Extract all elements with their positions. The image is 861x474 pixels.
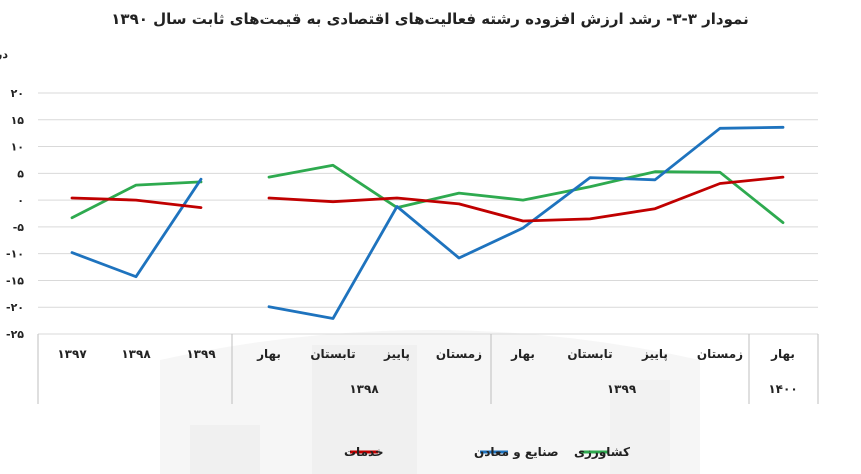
y-tick-label: ۰	[17, 194, 24, 207]
group-label: ۱۳۹۸	[349, 382, 379, 396]
series-line	[70, 196, 203, 210]
watermark-logo	[160, 330, 700, 474]
y-tick-labels: ۲۰ ۱۵ ۱۰ ۵ ۰ -۵ -۱۰ -۱۵ -۲۰ -۲۵	[6, 87, 24, 341]
x-tick-label: ۱۳۹۹	[186, 347, 216, 361]
x-tick-label: بهار	[770, 347, 795, 361]
x-tick-label: ۱۳۹۸	[121, 347, 151, 361]
x-tick-label: بهار	[510, 347, 535, 361]
x-tick-label: بهار	[256, 347, 281, 361]
series-lines	[70, 125, 785, 320]
y-tick-label: ۱۵	[11, 114, 25, 127]
series-line	[267, 125, 785, 320]
y-tick-label: ۱۰	[11, 141, 24, 154]
x-tick-label: تابستان	[310, 347, 355, 361]
group-label: ۱۴۰۰	[768, 382, 797, 396]
category-table	[37, 334, 819, 404]
legend-label: خدمات	[344, 445, 384, 459]
x-tick-label: زمستان	[697, 347, 743, 361]
y-tick-label: -۵	[13, 221, 25, 234]
legend-label: صنایع و معادن	[474, 445, 559, 460]
x-tick-label: تابستان	[567, 347, 612, 361]
y-axis-label: درصد	[0, 48, 8, 61]
series-line	[267, 163, 785, 225]
x-tick-label: ۱۳۹۷	[57, 347, 87, 361]
series-line	[70, 177, 203, 279]
gridlines	[38, 92, 818, 335]
y-tick-label: -۱۵	[6, 274, 24, 287]
legend: کشاورزی صنایع و معادن خدمات	[344, 445, 630, 460]
x-tick-label: زمستان	[436, 347, 482, 361]
y-tick-label: ۲۰	[11, 87, 24, 100]
group-label: ۱۳۹۹	[607, 382, 637, 396]
series-line	[267, 175, 785, 223]
y-tick-label: -۱۰	[6, 248, 24, 261]
series-line	[70, 180, 203, 220]
y-tick-label: ۵	[17, 167, 24, 180]
x-tick-label: پاییز	[641, 347, 668, 361]
x-tick-label: پاییز	[383, 347, 410, 361]
x-tick-labels: ۱۳۹۷ ۱۳۹۸ ۱۳۹۹ بهار تابستان پاییز زمستان بهار تا…	[57, 347, 795, 361]
y-tick-label: -۲۵	[6, 328, 24, 341]
group-labels: ۱۳۹۸ ۱۳۹۹ ۱۴۰۰	[349, 382, 797, 396]
legend-label: کشاورزی	[574, 445, 630, 460]
chart-title: نمودار ۳-۳- رشد ارزش افزوده رشته فعالیت‌…	[111, 10, 748, 28]
y-tick-label: -۲۰	[6, 301, 24, 314]
